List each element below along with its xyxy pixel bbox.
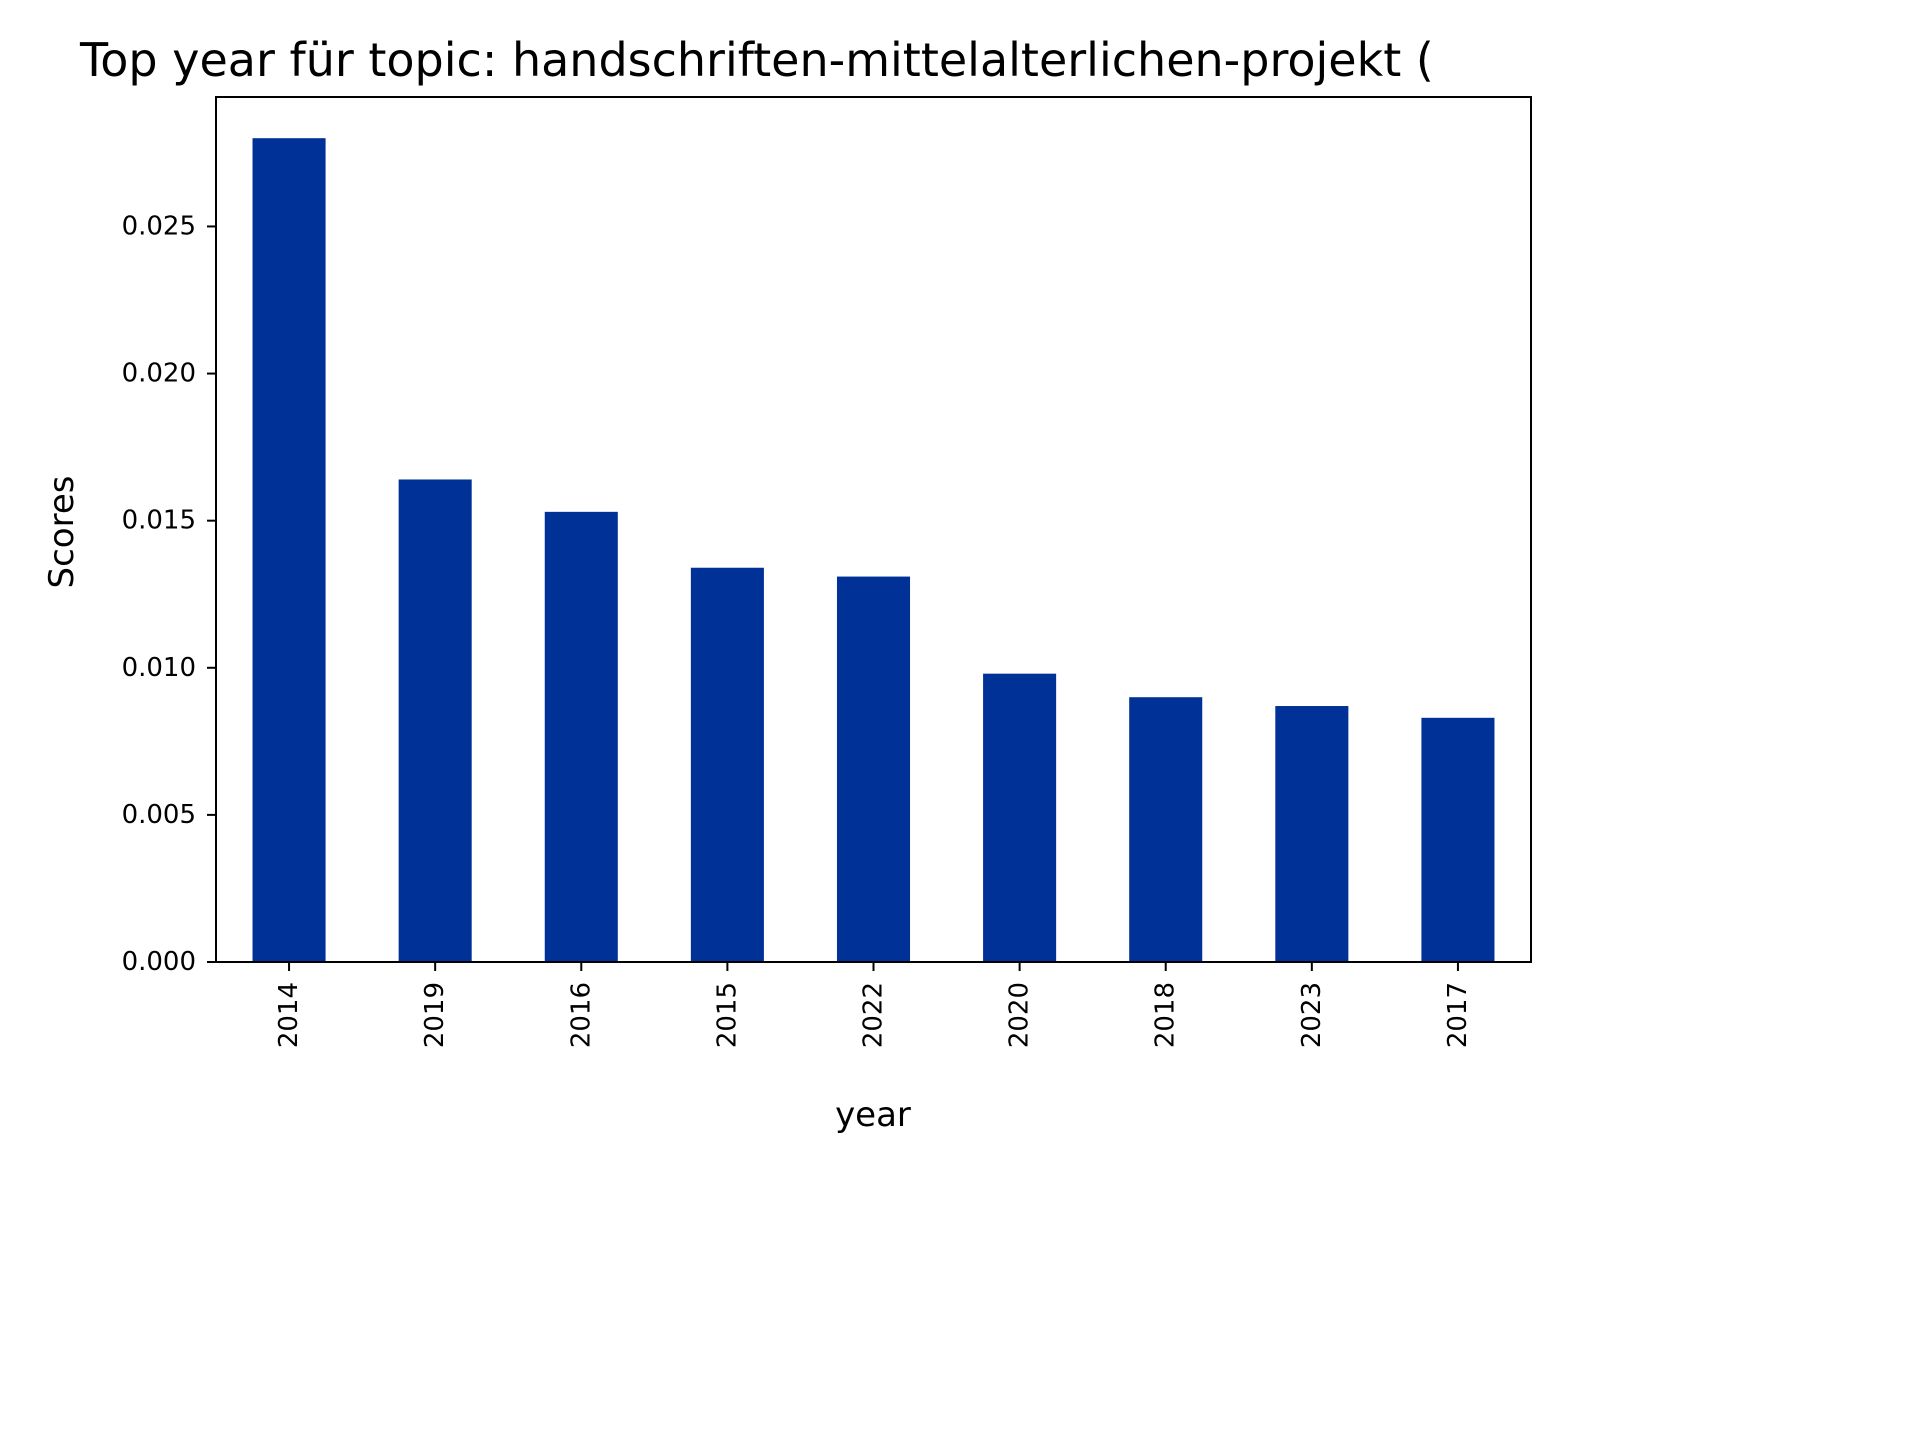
y-tick-label: 0.010 [122,653,196,683]
chart-title: Top year für topic: handschriften-mittel… [79,33,1434,87]
y-tick-label: 0.005 [122,800,196,830]
bar-2017 [1421,717,1495,962]
bar-2018 [1129,697,1203,962]
x-tick-label: 2017 [1443,982,1473,1048]
bar-2016 [544,511,618,962]
x-axis: 2014 2019 2016 2015 2022 2020 2018 2023 2017 [274,962,1473,1048]
bars-group [252,138,1495,962]
bar-2020 [983,673,1057,962]
x-tick-label: 2019 [420,982,450,1048]
x-tick-label: 2014 [274,982,304,1048]
y-tick-label: 0.025 [122,211,196,241]
bar-2022 [836,576,911,962]
x-tick-label: 2022 [859,982,889,1048]
x-tick-label: 2018 [1151,982,1181,1048]
plot-frame [215,96,1532,963]
bar-chart: Top year für topic: handschriften-mittel… [42,33,1532,1135]
x-tick-label: 2023 [1297,982,1327,1048]
y-axis-label: Scores [42,476,82,589]
x-tick-label: 2020 [1005,982,1035,1048]
bar-2015 [690,567,764,962]
y-tick-label: 0.000 [122,947,196,977]
y-tick-label: 0.020 [122,359,196,389]
bar-2014 [252,138,326,962]
bar-2023 [1275,706,1349,962]
x-tick-label: 2015 [712,982,742,1048]
y-axis: 0.000 0.005 0.010 0.015 0.020 0.025 [122,211,216,977]
x-tick-label: 2016 [566,982,596,1048]
x-axis-label: year [835,1095,911,1135]
y-tick-label: 0.015 [122,506,196,536]
bar-2019 [398,479,472,962]
